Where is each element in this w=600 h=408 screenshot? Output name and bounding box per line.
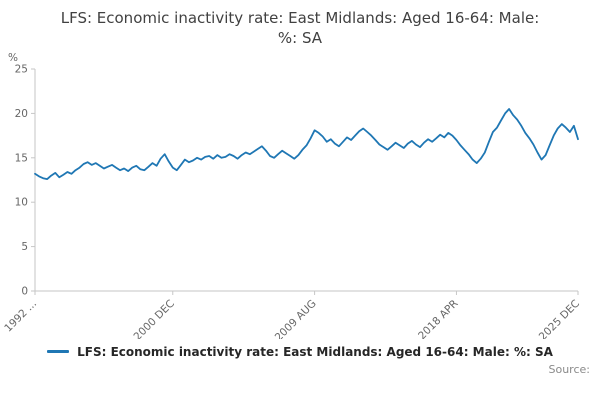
svg-text:2025 DEC: 2025 DEC bbox=[537, 297, 582, 338]
chart-plot-area: 0 5 10 15 20 25% 1992 ... 2000 DEC 2009 AUG 2018 … bbox=[0, 51, 600, 344]
svg-text:2018 APR: 2018 APR bbox=[416, 297, 460, 338]
svg-text:2000 DEC: 2000 DEC bbox=[132, 297, 177, 338]
legend-label: LFS: Economic inactivity rate: East Midl… bbox=[77, 344, 553, 359]
legend-line-swatch bbox=[47, 350, 70, 353]
svg-text:20: 20 bbox=[15, 107, 28, 119]
svg-text:1992 ...: 1992 ... bbox=[2, 297, 39, 334]
legend: LFS: Economic inactivity rate: East Midl… bbox=[0, 345, 600, 359]
source-text: Source: bbox=[548, 362, 591, 376]
svg-text:2009 AUG: 2009 AUG bbox=[273, 297, 319, 338]
svg-text:5: 5 bbox=[21, 241, 28, 253]
line-chart-svg: 0 5 10 15 20 25% 1992 ... 2000 DEC 2009 AUG 2018 … bbox=[2, 52, 582, 344]
chart-title: LFS: Economic inactivity rate: East Midl… bbox=[60, 9, 540, 48]
svg-text:10: 10 bbox=[15, 196, 28, 208]
chart-page: LFS: Economic inactivity rate: East Midl… bbox=[0, 8, 600, 376]
svg-text:25: 25 bbox=[15, 63, 28, 75]
svg-text:0: 0 bbox=[21, 285, 28, 297]
svg-text:15: 15 bbox=[15, 152, 28, 164]
svg-text:%: % bbox=[8, 52, 18, 64]
